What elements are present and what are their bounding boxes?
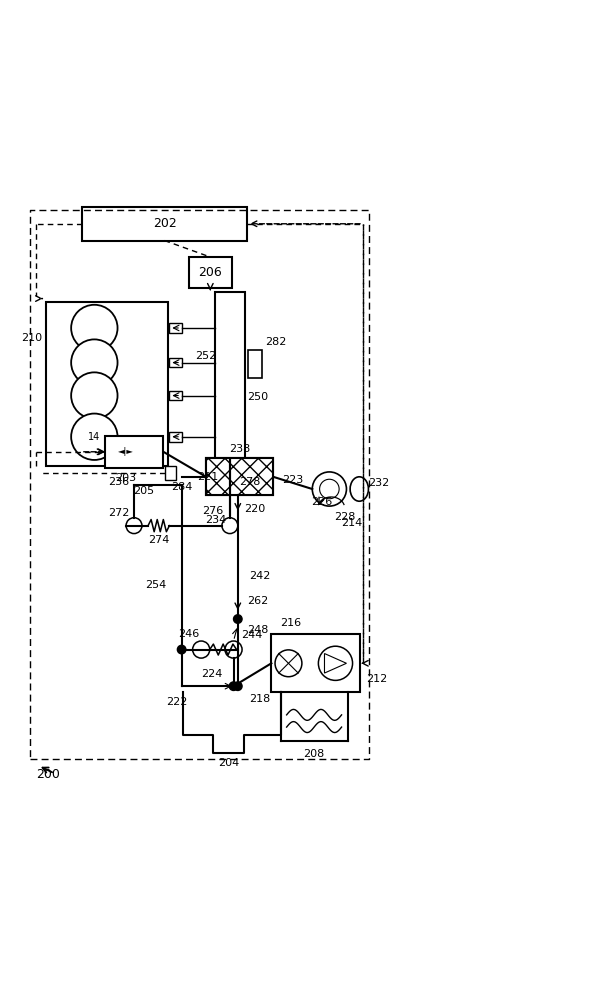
FancyBboxPatch shape bbox=[82, 207, 247, 241]
Text: 14: 14 bbox=[88, 432, 100, 442]
Text: 284: 284 bbox=[171, 482, 192, 492]
Text: 262: 262 bbox=[247, 596, 268, 606]
Text: 242: 242 bbox=[249, 571, 270, 581]
Text: 254: 254 bbox=[145, 580, 166, 590]
Text: 203: 203 bbox=[115, 473, 136, 483]
Circle shape bbox=[229, 682, 238, 690]
FancyBboxPatch shape bbox=[46, 302, 168, 466]
Circle shape bbox=[71, 372, 118, 419]
Text: 222: 222 bbox=[166, 697, 187, 707]
Text: 244: 244 bbox=[241, 630, 262, 640]
Circle shape bbox=[126, 518, 142, 534]
FancyBboxPatch shape bbox=[248, 350, 262, 378]
FancyBboxPatch shape bbox=[105, 436, 163, 468]
Text: 214: 214 bbox=[342, 518, 363, 528]
Text: 224: 224 bbox=[201, 669, 222, 679]
Text: ◄|►: ◄|► bbox=[118, 447, 134, 456]
Text: 236: 236 bbox=[108, 477, 129, 487]
Text: 252: 252 bbox=[195, 351, 216, 361]
Text: 218: 218 bbox=[249, 694, 270, 704]
Text: 220: 220 bbox=[244, 504, 265, 514]
FancyBboxPatch shape bbox=[206, 458, 274, 495]
Circle shape bbox=[233, 682, 242, 690]
Text: 205: 205 bbox=[133, 486, 154, 496]
Circle shape bbox=[318, 646, 352, 680]
FancyBboxPatch shape bbox=[189, 257, 232, 288]
Circle shape bbox=[320, 479, 339, 499]
Text: 238: 238 bbox=[229, 444, 250, 454]
FancyBboxPatch shape bbox=[272, 634, 360, 692]
Text: 248: 248 bbox=[247, 625, 269, 635]
Circle shape bbox=[177, 645, 186, 654]
Text: 223: 223 bbox=[282, 475, 303, 485]
Text: 204: 204 bbox=[218, 758, 239, 768]
Circle shape bbox=[222, 518, 238, 534]
FancyBboxPatch shape bbox=[169, 432, 182, 442]
Text: 274: 274 bbox=[148, 535, 169, 545]
FancyBboxPatch shape bbox=[169, 323, 182, 333]
FancyBboxPatch shape bbox=[164, 466, 176, 480]
Circle shape bbox=[312, 472, 346, 506]
Text: 200: 200 bbox=[36, 768, 60, 781]
Circle shape bbox=[275, 650, 302, 677]
FancyBboxPatch shape bbox=[215, 292, 245, 460]
Circle shape bbox=[71, 414, 118, 460]
FancyBboxPatch shape bbox=[206, 458, 274, 495]
Text: 278: 278 bbox=[239, 477, 261, 487]
Text: 228: 228 bbox=[334, 512, 355, 522]
Text: 221: 221 bbox=[197, 472, 218, 482]
Circle shape bbox=[233, 615, 242, 623]
Text: 250: 250 bbox=[248, 392, 269, 402]
Text: 226: 226 bbox=[311, 497, 332, 507]
Circle shape bbox=[71, 339, 118, 386]
Text: 232: 232 bbox=[368, 478, 389, 488]
Text: 216: 216 bbox=[280, 618, 301, 628]
Text: 206: 206 bbox=[198, 266, 222, 279]
Text: 212: 212 bbox=[366, 674, 387, 684]
Text: 208: 208 bbox=[304, 749, 325, 759]
Text: 202: 202 bbox=[153, 217, 176, 230]
Circle shape bbox=[193, 641, 209, 658]
Text: 282: 282 bbox=[265, 337, 286, 347]
Circle shape bbox=[225, 641, 242, 658]
Text: 276: 276 bbox=[203, 506, 224, 516]
Text: 210: 210 bbox=[22, 333, 43, 343]
Circle shape bbox=[71, 305, 118, 351]
FancyBboxPatch shape bbox=[169, 358, 182, 367]
Polygon shape bbox=[325, 654, 346, 673]
Text: 234: 234 bbox=[206, 515, 227, 525]
Text: 272: 272 bbox=[108, 508, 129, 518]
FancyBboxPatch shape bbox=[169, 391, 182, 400]
Text: 246: 246 bbox=[179, 629, 200, 639]
Ellipse shape bbox=[350, 477, 368, 501]
